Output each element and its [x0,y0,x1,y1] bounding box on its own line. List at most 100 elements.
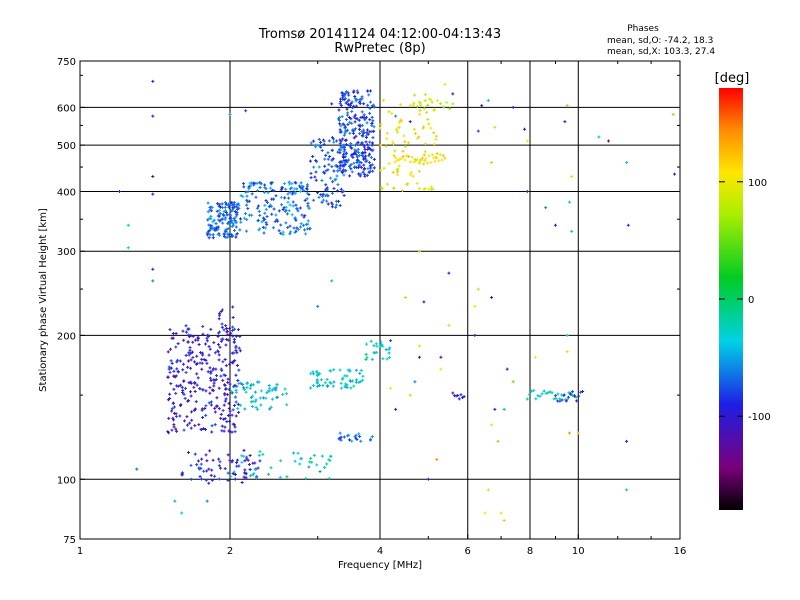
cluster-point [217,477,221,481]
cluster-point [231,325,235,329]
cluster-point [186,450,190,454]
cluster-point [355,438,359,442]
cluster-point [338,141,342,145]
cluster-point [288,224,292,228]
x-tick-label: 1 [77,546,83,557]
cluster-point [307,193,311,197]
cluster-point [221,221,225,225]
run-point [527,393,531,397]
scatter-point [439,367,443,371]
cluster-point [242,448,246,452]
cluster-point [174,427,178,431]
run-point [451,102,455,106]
scatter-point [151,267,155,271]
grid-lines [80,61,680,539]
cluster-point [290,182,294,186]
cluster-point [354,99,358,103]
cluster-point [365,121,369,125]
cluster-point [207,223,211,227]
cluster-point [251,399,255,403]
cluster-point [289,230,293,234]
cluster-point [371,169,375,173]
cluster-point [358,371,362,375]
scatter-point [394,407,398,411]
scatter-point [117,189,121,193]
cluster-point [208,449,212,453]
cluster-point [358,132,362,136]
cluster-point [213,423,217,427]
cluster-point [319,378,323,382]
cluster-point [188,348,192,352]
cluster-point [339,163,343,167]
cluster-point [234,334,238,338]
run-point [419,158,423,162]
cluster-point [314,178,318,182]
cluster-point [217,353,221,357]
cluster-point [230,413,234,417]
y-tick-label: 500 [57,141,76,152]
cluster-point [216,202,220,206]
cluster-point [344,101,348,105]
run-point [435,151,439,155]
cluster-point [317,165,321,169]
cluster-point [187,353,191,357]
cluster-point [325,377,329,381]
cluster-point [231,459,235,463]
cluster-point [208,208,212,212]
run-point [426,103,430,107]
run-point [546,391,550,395]
cluster-point [262,191,266,195]
cluster-point [332,368,336,372]
cluster-point [259,181,263,185]
cluster-point [205,233,209,237]
cluster-point [288,190,292,194]
cluster-point [245,381,249,385]
cluster-point [355,155,359,159]
cluster-point [365,143,369,147]
scatter-point [473,304,477,308]
cluster-point [236,402,240,406]
cluster-point [167,416,171,420]
cluster-point [248,468,252,472]
cluster-point [233,395,237,399]
cluster-point [227,234,231,238]
cluster-point [303,214,307,218]
run-point [530,389,534,393]
cluster-point [330,165,334,169]
cluster-point [201,332,205,336]
cluster-point [232,423,236,427]
scatter-point [435,457,439,461]
cluster-point [230,224,234,228]
cluster-point [227,202,231,206]
scatter-point [565,333,569,337]
cluster-point [219,310,223,314]
cluster-point [242,182,246,186]
scatter-point [544,206,548,210]
cluster-point [336,150,340,154]
cluster-point [225,213,229,217]
cluster-point [345,383,349,387]
cluster-point [242,386,246,390]
cluster-point [367,93,371,97]
cluster-point [238,217,242,221]
cluster-point [235,351,239,355]
cluster-point [174,332,178,336]
cluster-point [296,209,300,213]
cluster-point [245,218,249,222]
cluster-point [290,192,294,196]
cluster-point [238,335,242,338]
cluster-point [222,214,226,218]
cluster-point [361,170,365,174]
cluster-point [223,383,227,387]
cluster-point [228,409,232,413]
cluster-point [320,149,324,153]
cluster-point [399,118,403,122]
cluster-point [235,203,239,207]
cluster-point [319,140,323,144]
cluster-point [365,355,369,359]
cluster-point [423,150,427,154]
scatter-point [228,112,232,116]
scatter-point [316,304,320,308]
cluster-point [208,228,212,232]
